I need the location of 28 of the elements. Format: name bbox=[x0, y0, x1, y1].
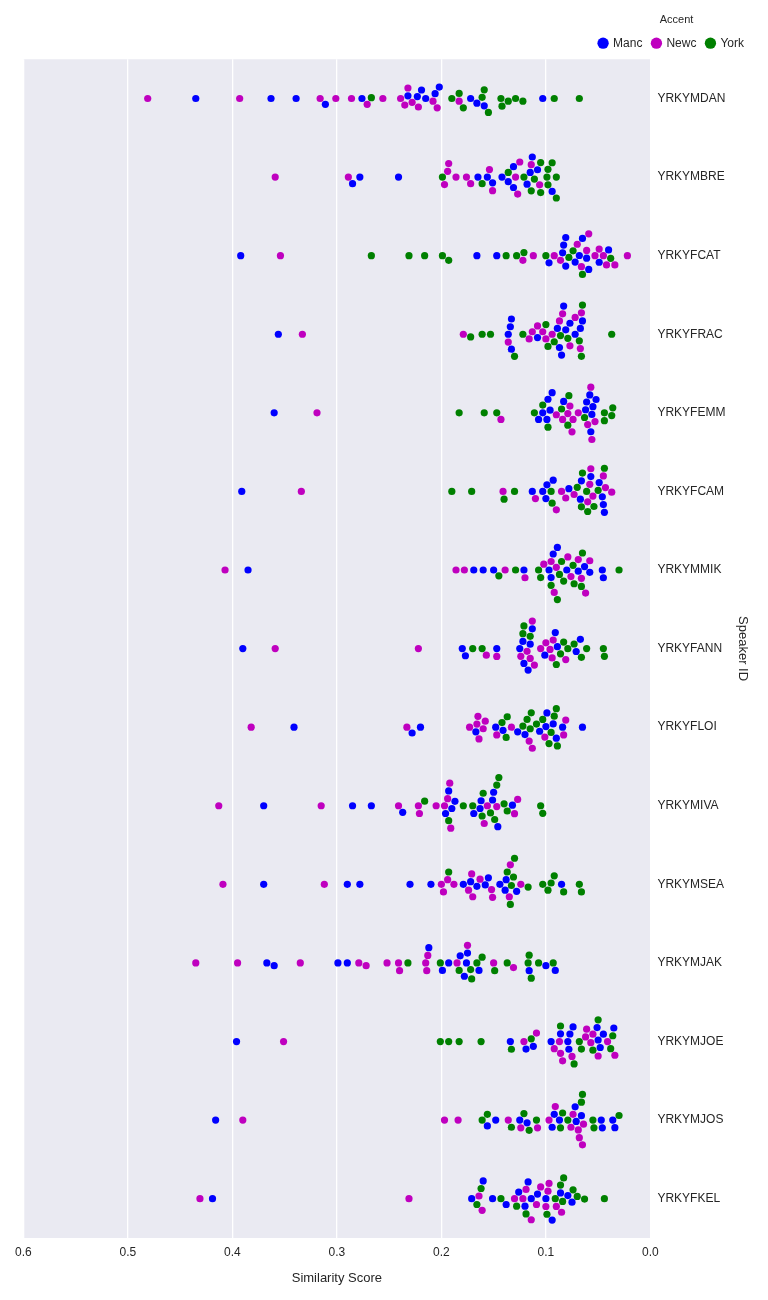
x-tick-label: 0.3 bbox=[328, 1244, 346, 1259]
x-axis-title: Similarity Score bbox=[291, 1269, 383, 1285]
x-tick-label: 0.6 bbox=[15, 1244, 32, 1259]
y-tick-label: YRKYFCAM bbox=[657, 483, 725, 498]
legend-title: Accent bbox=[659, 12, 694, 25]
legend-label: Manc bbox=[613, 35, 643, 50]
legend-label: York bbox=[720, 35, 745, 50]
y-tick-label: YRKYMJOE bbox=[657, 1033, 724, 1048]
x-tick-label: 0.5 bbox=[119, 1244, 137, 1259]
x-tick-label: 0.0 bbox=[642, 1244, 660, 1259]
x-tick-label: 0.2 bbox=[433, 1244, 451, 1259]
y-tick-label: YRKYMBRE bbox=[657, 169, 725, 184]
y-tick-label: YRKYMJAK bbox=[657, 955, 723, 970]
y-tick-label: YRKYMMIK bbox=[657, 562, 722, 577]
x-tick-label: 0.4 bbox=[224, 1244, 242, 1259]
y-tick-label: YRKYMSEA bbox=[657, 876, 725, 891]
legend-label: Newc bbox=[666, 35, 697, 50]
y-tick-label: YRKYMIVA bbox=[657, 798, 719, 813]
y-tick-label: YRKYFCAT bbox=[657, 247, 722, 262]
y-tick-label: YRKYMJOS bbox=[657, 1112, 724, 1127]
y-tick-label: YRKYFRAC bbox=[657, 326, 724, 341]
y-tick-label: YRKYFANN bbox=[657, 640, 723, 655]
y-tick-label: YRKYMDAN bbox=[657, 90, 726, 105]
y-tick-label: YRKYFLOI bbox=[657, 719, 717, 734]
y-axis-title: Speaker ID bbox=[735, 616, 751, 682]
y-tick-label: YRKYFKEL bbox=[657, 1191, 721, 1206]
y-tick-label: YRKYFEMM bbox=[657, 405, 726, 420]
x-tick-label: 0.1 bbox=[537, 1244, 555, 1259]
